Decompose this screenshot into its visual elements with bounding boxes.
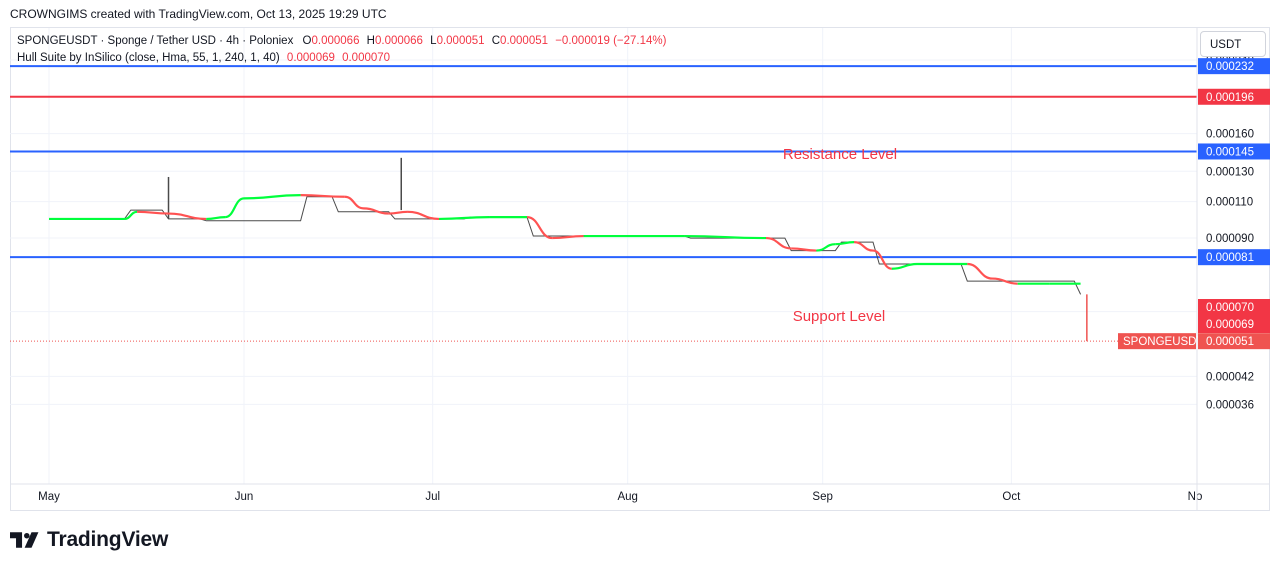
chart-frame (10, 27, 1270, 511)
hull-segment (243, 194, 301, 200)
hull-segment (224, 197, 245, 219)
high-value: 0.000066 (374, 35, 423, 47)
hull-segment (835, 241, 855, 246)
tradingview-logo-icon (10, 532, 39, 548)
axes: MayJunJulAugSepOctNo0.0002400.0001600.00… (10, 28, 1269, 510)
indicator-value-2: 0.000070 (342, 52, 391, 64)
hull-segment (992, 277, 1018, 285)
y-tick-label: 0.000036 (1206, 399, 1254, 411)
level-price-label: 0.000145 (1206, 146, 1254, 158)
hull-segment (891, 262, 918, 270)
x-tick-label: No (1188, 491, 1203, 503)
y-tick-label: 0.000160 (1206, 129, 1254, 141)
y-tick-label: 0.000042 (1206, 371, 1254, 383)
symbol-info: SPONGEUSDT · Sponge / Tether USD · 4h · … (17, 35, 294, 47)
hull-segment (363, 207, 389, 215)
indicator-name: Hull Suite by InSilico (close, Hma, 55, … (17, 52, 280, 64)
hull-segment (765, 236, 792, 250)
hull-segment (388, 210, 408, 215)
hull-segment (206, 216, 226, 221)
last-price-symbol-tag (1118, 333, 1196, 350)
hull-segment (791, 247, 817, 252)
hull-segment (344, 195, 364, 210)
annotation-label: Resistance Level (783, 146, 897, 163)
open-label: O (302, 35, 312, 47)
level-price-tag (1198, 143, 1270, 160)
annotation-label: Support Level (793, 308, 886, 325)
hull-segment (872, 249, 893, 270)
low-label: L (430, 35, 437, 47)
last-price-symbol-label: SPONGEUSDT (1123, 336, 1204, 348)
hull-segment (816, 243, 836, 252)
x-tick-label: Jun (235, 491, 254, 503)
hull-segment (137, 210, 169, 215)
close-value: 0.000051 (500, 35, 549, 47)
y-tick-label: 0.000110 (1206, 197, 1253, 209)
open-value: 0.000066 (311, 35, 360, 47)
last-price-tag (1198, 333, 1270, 350)
level-price-tag (1198, 88, 1270, 105)
level-price-tag (1198, 58, 1270, 75)
level-price-label: 0.000196 (1206, 92, 1254, 104)
x-tick-label: Jul (425, 491, 440, 503)
tradingview-logo-text: TradingView (47, 528, 169, 551)
high-label: H (366, 35, 375, 47)
y-tick-label: 0.000090 (1206, 233, 1254, 245)
tradingview-logo[interactable]: TradingView (10, 528, 168, 552)
level-price-label: 0.000081 (1206, 252, 1254, 264)
hull-suite-line (48, 194, 1081, 285)
hull-segment (854, 241, 874, 252)
hull-segment (124, 210, 138, 221)
hull-segment (438, 216, 490, 221)
chart-attribution: CROWNGIMS created with TradingView.com, … (10, 7, 387, 21)
annotations: Resistance Level Support Level (783, 146, 897, 325)
hull-segment (407, 210, 439, 221)
hull-segment (526, 216, 553, 240)
chart-grid (10, 28, 1197, 484)
level-price-tag (1198, 249, 1270, 266)
indicator-price-tag (1198, 316, 1270, 333)
indicator-price-label: 0.000070 (1206, 302, 1254, 314)
hull-segment (552, 234, 584, 240)
hull-segment (967, 262, 993, 280)
symbol-legend[interactable]: SPONGEUSDT · Sponge / Tether USD · 4h · … (17, 35, 666, 47)
last-price-label: 0.000051 (1206, 336, 1254, 348)
y-tick-label: 0.000130 (1206, 166, 1254, 178)
indicator-legend[interactable]: Hull Suite by InSilico (close, Hma, 55, … (17, 52, 390, 64)
change-value: −0.000019 (−27.14%) (555, 35, 667, 47)
horizontal-levels (10, 65, 1197, 342)
x-tick-label: Sep (812, 491, 832, 503)
indicator-value-1: 0.000069 (286, 52, 335, 64)
hull-segment (168, 212, 207, 221)
hull-segment (300, 194, 345, 198)
price-series (49, 157, 1088, 342)
price-step-line (49, 196, 1082, 295)
indicator-price-tag (1198, 299, 1270, 316)
level-price-label: 0.000232 (1206, 61, 1254, 73)
hull-segment (684, 234, 767, 240)
low-value: 0.000051 (436, 35, 485, 47)
price-tags: 0.000232 0.000196 0.000145 0.000081 0.000070… (1118, 58, 1270, 350)
x-tick-label: May (38, 491, 60, 503)
x-tick-label: Aug (617, 491, 637, 503)
indicator-price-label: 0.000069 (1206, 319, 1254, 331)
close-label: C (491, 35, 501, 47)
x-tick-label: Oct (1002, 491, 1021, 503)
currency-button[interactable]: USDT (1200, 31, 1266, 57)
